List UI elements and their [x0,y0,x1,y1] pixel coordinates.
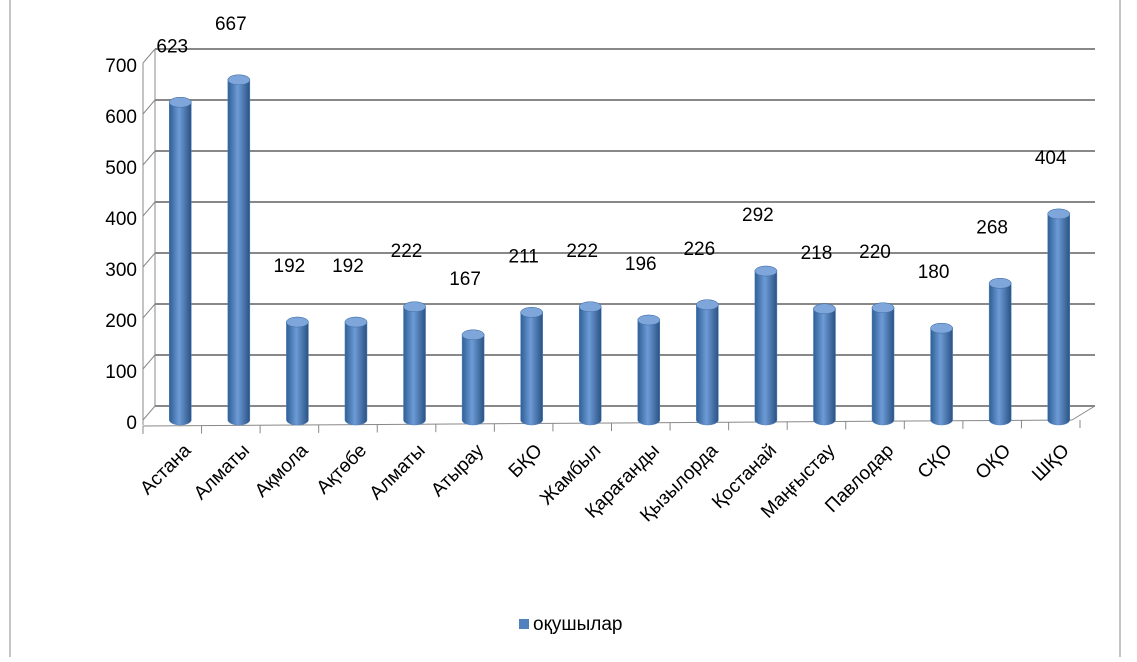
data-label: 268 [976,217,1008,238]
grid-diagonal [142,252,156,268]
y-tick-label: 0 [126,413,137,434]
bar-top [227,74,251,86]
bar-top [1047,208,1070,220]
bar [637,314,661,426]
bar [813,303,836,426]
data-label: 196 [625,254,657,275]
y-tick-label: 600 [105,107,137,128]
data-label: 180 [918,262,950,283]
bar-top [930,322,953,334]
grid-diagonal [142,354,156,370]
data-label: 211 [509,246,539,267]
data-label: 222 [391,241,423,262]
bar [169,97,192,426]
bar-top [403,301,426,313]
data-label: 623 [156,36,188,57]
bar [988,278,1012,426]
bar-top [637,314,661,326]
bar-top [696,299,719,310]
data-label: 192 [332,256,364,277]
bar [461,329,485,426]
bar [871,302,895,426]
data-label: 167 [449,269,481,290]
bar [754,265,778,426]
bar-top [286,316,309,328]
y-tick-label: 100 [105,362,137,383]
data-label: 292 [742,205,774,226]
floor-right [1071,405,1096,421]
data-label: 220 [859,242,891,263]
legend-label: оқушылар [533,614,623,635]
y-tick-label: 500 [105,158,137,179]
grid-diagonal [142,150,156,166]
bar [1047,208,1070,426]
grid-diagonal [142,405,156,421]
grid-diagonal [142,201,156,217]
legend-swatch [519,619,529,629]
bar-top [578,301,602,313]
bar [403,301,426,426]
bar-top [754,265,778,277]
bar [286,316,309,426]
data-label: 226 [683,239,715,260]
grid-diagonal [142,99,156,115]
bar-top [461,329,485,341]
grid-diagonal [142,303,156,319]
bar [227,74,251,426]
bar [930,322,953,426]
bar [696,299,719,426]
y-tick-label: 200 [105,311,137,332]
data-label: 404 [1035,148,1067,169]
y-tick-label: 400 [105,209,137,230]
bar [520,307,543,426]
bar-top [169,97,192,108]
data-label: 667 [215,14,247,35]
y-tick-label: 700 [105,56,137,77]
bar-top [344,316,368,328]
bar-top [813,303,836,315]
bar [344,316,368,426]
grid-diagonal [142,48,156,64]
data-label: 218 [801,243,833,264]
data-label: 192 [274,256,306,277]
bar [578,301,602,426]
y-tick-label: 300 [105,260,137,281]
bar-top [520,307,543,318]
bar-top [871,302,895,314]
bar-top [988,278,1012,289]
data-label: 222 [566,241,598,262]
